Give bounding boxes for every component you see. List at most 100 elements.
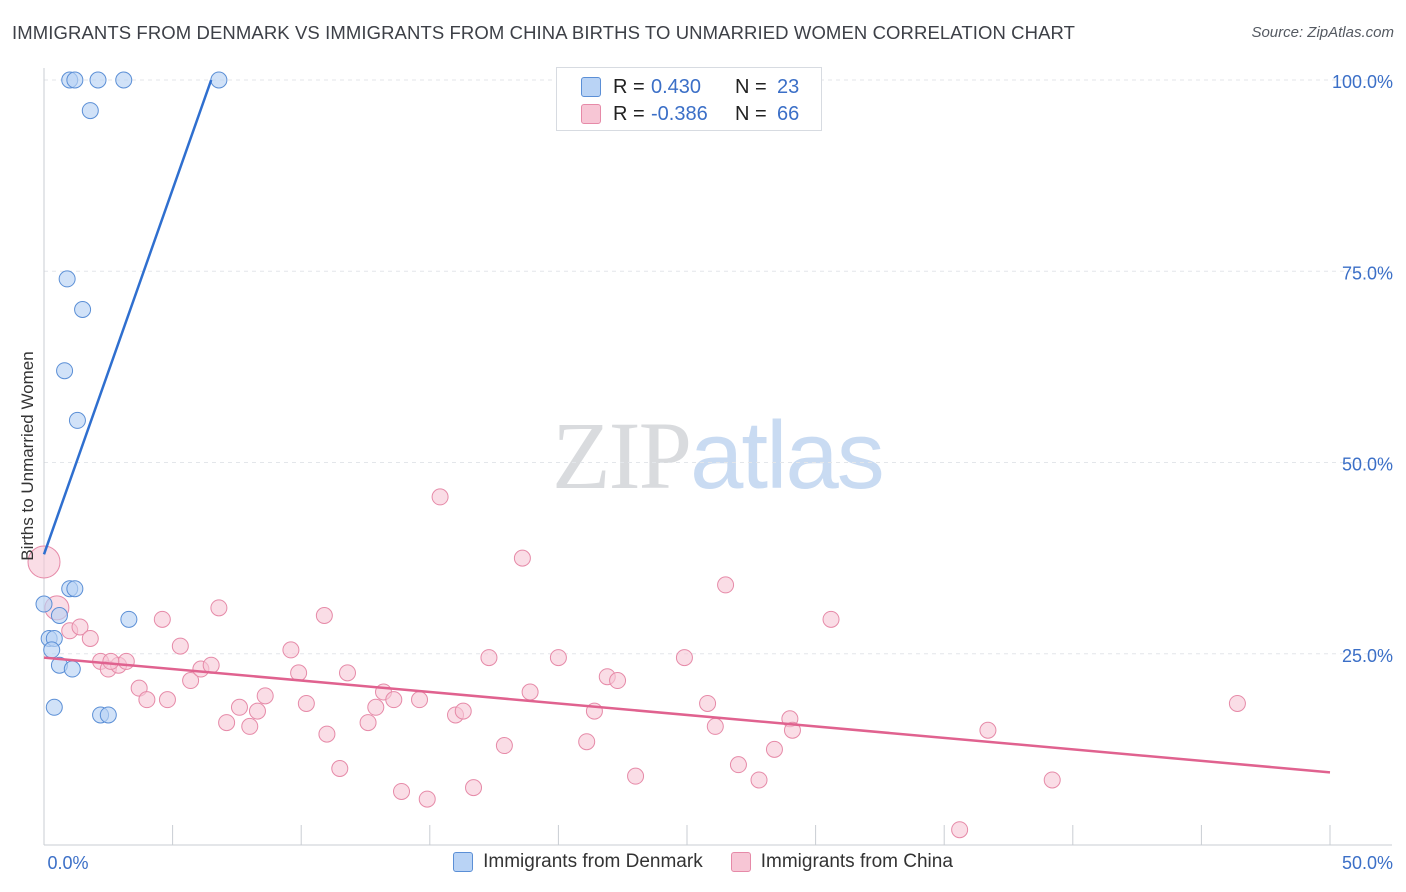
china-point	[418, 790, 436, 808]
denmark-point	[68, 411, 86, 429]
china-point	[717, 576, 735, 594]
denmark-trend-line	[42, 79, 213, 555]
legend-n-value: 66	[777, 102, 800, 125]
denmark-point	[58, 270, 76, 288]
china-point	[318, 725, 336, 743]
denmark-point	[56, 362, 74, 380]
china-point	[822, 610, 840, 628]
stats-legend: R = 0.430 N = 23 R = -0.386 N = 66	[556, 67, 822, 131]
china-point	[699, 694, 717, 712]
china-point	[411, 691, 429, 709]
china-point	[750, 771, 768, 789]
denmark-point	[89, 71, 107, 89]
china-point	[454, 702, 472, 720]
denmark-point	[63, 660, 81, 678]
series-label-china: Immigrants from China	[760, 851, 953, 872]
series-label-denmark: Immigrants from Denmark	[483, 851, 703, 872]
china-point	[158, 691, 176, 709]
watermark-atlas: atlas	[690, 402, 885, 509]
china-point	[951, 821, 969, 839]
china-point	[1228, 694, 1246, 712]
china-point	[706, 717, 724, 735]
denmark-point	[99, 706, 117, 724]
denmark-point	[43, 641, 61, 659]
series-legend: Immigrants from Denmark Immigrants from …	[0, 851, 1406, 873]
china-point	[27, 545, 61, 579]
y-tick-label: 50.0%	[1342, 455, 1393, 475]
china-point	[230, 698, 248, 716]
legend-row-denmark: R = 0.430 N = 23	[581, 75, 799, 99]
china-point	[248, 702, 266, 720]
china-trend-line	[43, 656, 1331, 774]
china-point	[578, 733, 596, 751]
legend-r-value: 0.430	[651, 75, 702, 98]
china-point	[153, 610, 171, 628]
china-point	[549, 649, 567, 667]
china-point	[282, 641, 300, 659]
denmark-point	[115, 71, 133, 89]
denmark-point	[210, 71, 228, 89]
china-point	[480, 649, 498, 667]
legend-swatch-denmark	[581, 77, 601, 97]
china-point	[979, 721, 997, 739]
x-tick-label: 50.0%	[1342, 853, 1393, 873]
denmark-point	[120, 610, 138, 628]
denmark-point	[35, 595, 53, 613]
legend-swatch-china	[581, 104, 601, 124]
legend-row-china: R = -0.386 N = 66	[581, 102, 799, 126]
china-point	[1043, 771, 1061, 789]
legend-r-label: R =	[613, 102, 645, 125]
china-point	[241, 717, 259, 735]
x-tick-label: 0.0%	[47, 853, 88, 873]
china-point	[117, 652, 135, 670]
y-tick-label: 100.0%	[1332, 72, 1393, 92]
denmark-point	[50, 607, 68, 624]
denmark-point	[81, 102, 99, 120]
china-point	[783, 721, 801, 739]
china-point	[338, 664, 356, 682]
china-point	[71, 618, 89, 636]
watermark: ZIPatlas	[552, 400, 885, 511]
china-point	[367, 698, 385, 716]
series-swatch-china	[730, 852, 751, 872]
china-point	[297, 694, 315, 712]
china-point	[627, 767, 645, 785]
china-point	[102, 652, 120, 670]
china-point	[729, 756, 747, 774]
china-point	[81, 629, 99, 647]
china-point	[385, 691, 403, 709]
y-tick-label: 25.0%	[1342, 646, 1393, 666]
china-point	[521, 683, 539, 701]
chart-title: IMMIGRANTS FROM DENMARK VS IMMIGRANTS FR…	[12, 22, 1076, 43]
legend-n-value: 23	[777, 75, 800, 98]
denmark-point	[45, 698, 63, 716]
legend-n-label: N =	[735, 75, 767, 98]
series-legend-china[interactable]: Immigrants from China	[730, 851, 953, 873]
china-point	[495, 737, 513, 755]
china-point	[138, 691, 156, 709]
china-point	[513, 549, 531, 567]
watermark-zip: ZIP	[552, 402, 692, 509]
series-legend-denmark[interactable]: Immigrants from Denmark	[453, 851, 703, 873]
china-point	[675, 649, 693, 667]
legend-n-label: N =	[735, 102, 767, 125]
denmark-point	[74, 301, 92, 318]
china-point	[290, 664, 308, 682]
legend-r-value: -0.386	[651, 102, 708, 125]
china-point	[182, 672, 200, 690]
series-swatch-denmark	[453, 852, 474, 872]
chart-source: Source: ZipAtlas.com	[1251, 24, 1394, 41]
china-point	[465, 779, 483, 797]
denmark-point	[66, 580, 84, 598]
china-point	[315, 607, 333, 624]
china-point	[359, 714, 377, 732]
china-point	[331, 760, 349, 777]
y-tick-label: 75.0%	[1342, 263, 1393, 283]
legend-r-label: R =	[613, 75, 645, 98]
y-axis-title: Births to Unmarried Women	[18, 351, 37, 561]
china-point	[765, 740, 783, 758]
china-point	[431, 488, 449, 506]
china-point	[218, 714, 236, 732]
china-point	[210, 599, 228, 617]
